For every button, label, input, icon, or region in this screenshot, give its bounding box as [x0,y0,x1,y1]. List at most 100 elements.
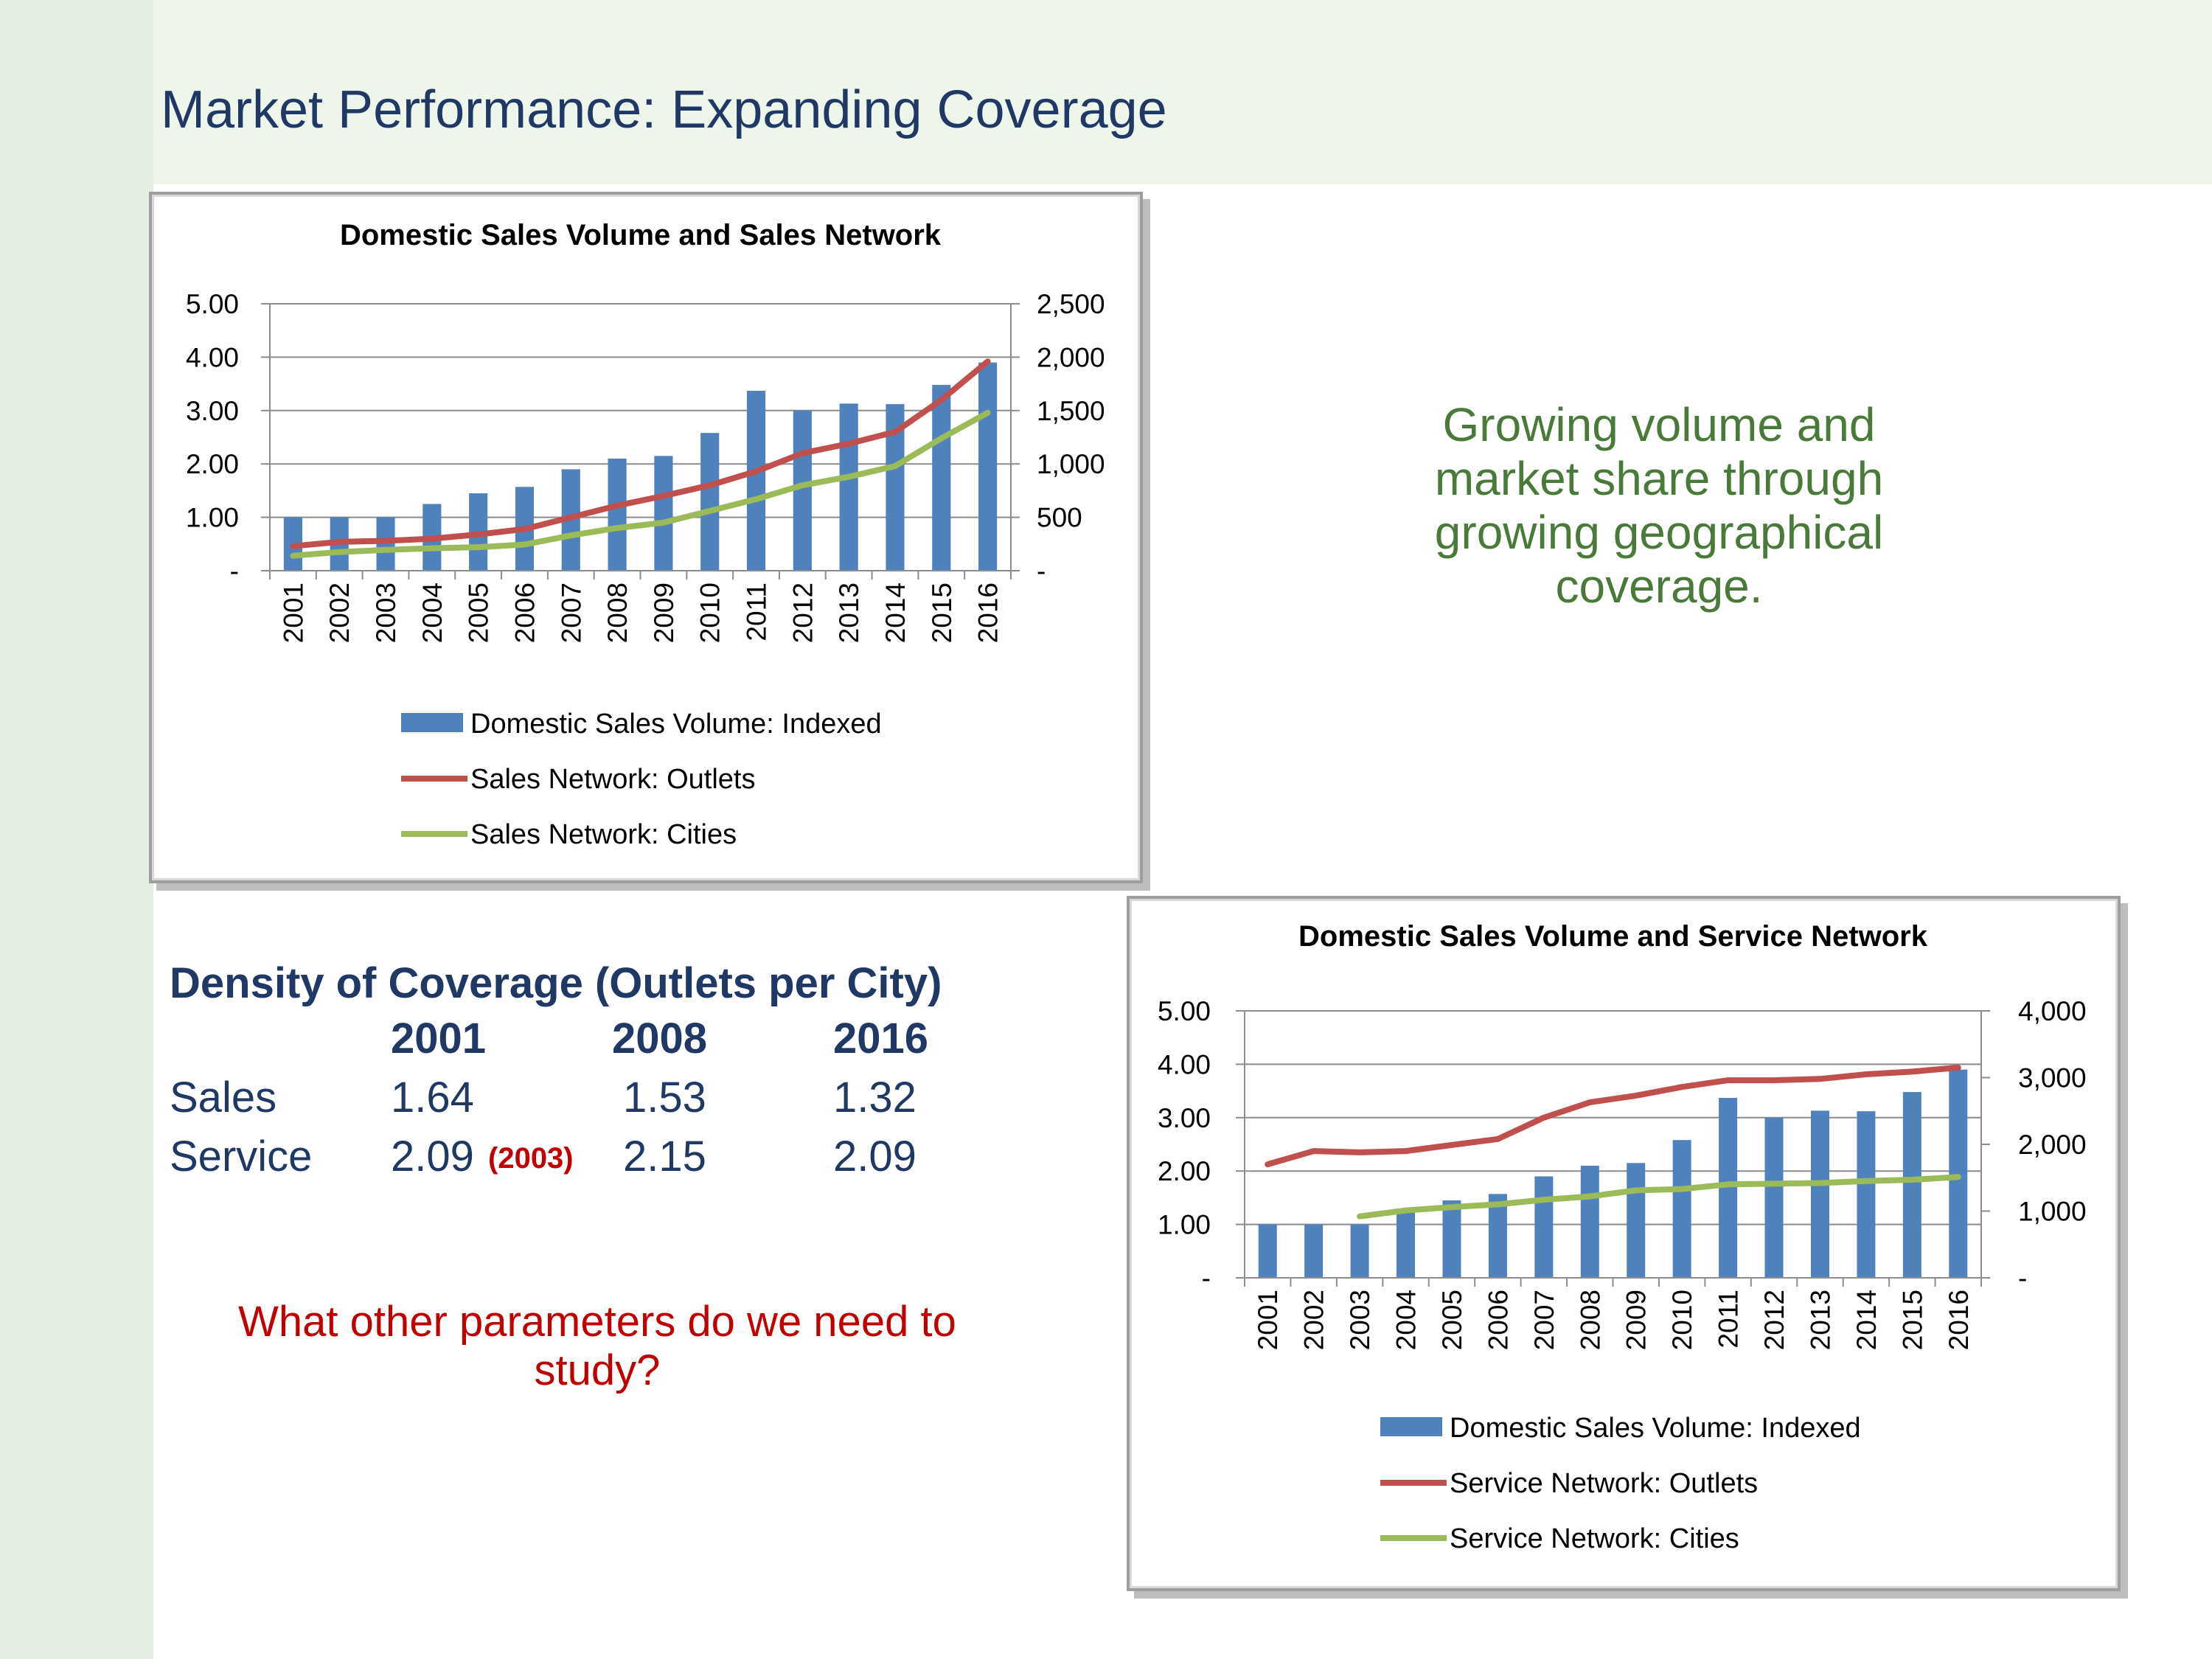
density-year: 2016 [833,1015,929,1062]
x-tick-label: 2013 [834,582,864,643]
y-right-tick-label: 4,000 [2018,996,2087,1026]
y-left-tick-label: 3.00 [186,396,239,426]
x-tick-label: 2016 [973,582,1004,643]
x-tick-label: 2004 [1391,1290,1422,1350]
callout-line: market share through [1434,452,1884,505]
y-left-tick-label: 5.00 [1158,996,1211,1026]
y-left-tick-label: 2.00 [186,449,239,479]
title-band [153,0,2212,184]
legend-label: Service Network: Cities [1450,1523,1739,1554]
legend-label: Domestic Sales Volume: Indexed [470,709,882,740]
density-value: 1.53 [623,1074,706,1121]
bar [1442,1200,1461,1278]
x-tick-label: 2009 [1621,1290,1652,1350]
y-left-tick-label: 1.00 [186,503,239,533]
series-line [290,358,991,549]
y-left-tick-label: 4.00 [1158,1049,1211,1079]
bar [1350,1224,1369,1278]
slide-title: Market Performance: Expanding Coverage [161,80,1167,139]
y-right-tick-label: 2,000 [1037,342,1105,372]
chart-title: Domestic Sales Volume and Service Networ… [1298,920,1928,953]
density-row-label: Sales [170,1074,277,1121]
series-line [1265,1064,1961,1168]
y-right-tick-label: 500 [1037,503,1082,533]
legend-label: Domestic Sales Volume: Indexed [1450,1413,1861,1444]
density-value: 2.15 [623,1133,706,1180]
callout-line: growing geographical [1434,506,1884,559]
density-note: (2003) [488,1142,574,1175]
series-line [1357,1174,1961,1220]
left-accent-bar [0,0,153,1659]
x-tick-label: 2005 [1437,1290,1467,1350]
density-value: 1.32 [833,1074,917,1121]
x-tick-label: 2011 [742,582,772,641]
callout-line: Growing volume and [1442,398,1876,451]
bar [1902,1092,1921,1278]
x-tick-label: 2005 [464,582,494,643]
x-tick-label: 2014 [1851,1290,1882,1350]
density-year: 2008 [612,1015,708,1062]
bar [1810,1110,1829,1278]
legend-swatch [401,713,463,732]
x-tick-label: 2002 [1299,1290,1329,1350]
x-tick-label: 2006 [509,582,540,643]
legend-label: Service Network: Outlets [1450,1468,1758,1499]
chart-sales-network: Domestic Sales Volume and Sales Network -… [149,192,1143,883]
density-value: 1.64 [391,1074,474,1121]
bar [1764,1117,1784,1278]
x-tick-label: 2009 [649,582,679,643]
density-row-service: Service 2.09 (2003) 2.15 2.09 [170,1132,981,1191]
x-tick-label: 2001 [1253,1290,1283,1350]
callout-line: coverage. [1555,560,1763,613]
x-tick-label: 2012 [787,582,818,643]
x-tick-label: 2003 [371,582,401,643]
chart-sales-network-svg: Domestic Sales Volume and Sales Network -… [186,219,1105,850]
legend-swatch [1380,1417,1442,1436]
x-tick-label: 2016 [1944,1290,1974,1350]
x-tick-label: 2004 [417,582,448,643]
y-right-tick-label: 2,000 [2018,1130,2087,1160]
density-table: Density of Coverage (Outlets per City) 2… [170,959,981,1191]
bar [1949,1069,1968,1278]
density-year: 2001 [391,1015,487,1062]
bar [1258,1224,1277,1278]
x-tick-label: 2013 [1805,1290,1835,1350]
callout-text: Growing volume and market share through … [1386,398,1932,613]
series-line [290,409,991,559]
y-right-tick-label: 3,000 [2018,1063,2087,1093]
x-tick-label: 2010 [1667,1290,1697,1350]
y-left-tick-label: 5.00 [186,289,239,319]
bar [1397,1211,1416,1278]
y-right-tick-label: 1,500 [1037,396,1105,426]
density-header-row: 2001 2008 2016 [170,1014,981,1073]
density-row-label: Service [170,1133,313,1180]
x-tick-label: 2012 [1759,1290,1790,1350]
y-right-tick-label: 1,000 [1037,449,1105,479]
bar [654,456,673,571]
bar [1857,1111,1876,1278]
bar [700,433,720,571]
density-row-sales: Sales 1.64 1.53 1.32 [170,1073,981,1132]
legend-label: Sales Network: Outlets [470,764,755,795]
y-right-tick-label: - [2018,1263,2027,1293]
x-tick-label: 2008 [1575,1290,1605,1350]
density-title: Density of Coverage (Outlets per City) [170,959,942,1007]
chart-title: Domestic Sales Volume and Sales Network [340,219,942,251]
bar [1534,1176,1554,1278]
bar [376,517,395,571]
y-left-tick-label: 2.00 [1158,1156,1211,1186]
bar [793,410,812,571]
bar [932,385,951,571]
y-left-tick-label: - [1202,1263,1211,1293]
x-tick-label: 2003 [1345,1290,1375,1350]
bar [839,403,858,571]
y-left-tick-label: 4.00 [186,342,239,372]
x-tick-label: 2011 [1714,1290,1744,1349]
x-tick-label: 2007 [1529,1290,1559,1350]
legend-label: Sales Network: Cities [470,819,737,850]
bar [1488,1194,1507,1278]
x-tick-label: 2008 [602,582,633,643]
chart-service-network: Domestic Sales Volume and Service Networ… [1127,896,2121,1591]
x-tick-label: 2015 [1897,1290,1927,1350]
bar [608,458,627,571]
